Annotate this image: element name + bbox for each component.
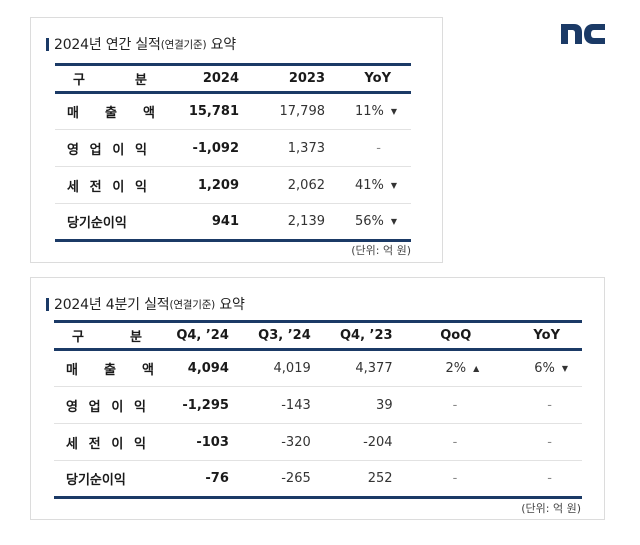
title-sub: (연결기준) [169, 298, 216, 311]
value-2023: 17,798 [279, 104, 326, 119]
header-q4-23: Q4, ’23 [316, 320, 399, 351]
down-arrow-icon: ▼ [390, 180, 397, 190]
value-yoy: - [376, 140, 381, 156]
title-tail: 요약 [206, 37, 237, 53]
value-q4-24: -1,295 [182, 397, 229, 413]
value-q4-23: 4,377 [355, 361, 393, 376]
value-2024: -1,092 [192, 140, 239, 156]
header-2023: 2023 [245, 63, 331, 94]
value-q4-24: -76 [205, 471, 229, 486]
value-yoy: - [547, 471, 552, 486]
annual-panel-title: 2024년 연간 실적 (연결기준) 요약 [46, 34, 236, 54]
title-bar-marker [46, 37, 49, 51]
title-main: 2024년 연간 실적 [54, 37, 161, 53]
value-yoy: 11% ▼ [354, 104, 397, 119]
header-yoy: YoY [331, 63, 411, 94]
row-label: 당기순이익 [66, 473, 126, 488]
nc-logo [561, 22, 605, 44]
header-q3-24: Q3, ’24 [234, 320, 317, 351]
unit-note: (단위: 억 원) [521, 502, 581, 515]
value-2023: 1,373 [287, 140, 325, 156]
header-2024: 2024 [165, 63, 245, 94]
value-yoy: 41% ▼ [354, 177, 397, 193]
value-qoq: 2% ▲ [445, 361, 480, 376]
down-arrow-icon: ▼ [390, 107, 397, 116]
value-q4-23: 252 [367, 471, 393, 486]
value-q3-24: -320 [281, 434, 311, 450]
header-yoy: YoY [493, 320, 582, 351]
title-main: 2024년 4분기 실적 [54, 297, 170, 313]
header-q4-24: Q4, ’24 [160, 320, 235, 351]
down-arrow-icon: ▼ [561, 364, 568, 373]
unit-note: (단위: 억 원) [351, 244, 411, 257]
value-2024: 941 [211, 214, 239, 229]
up-arrow-icon: ▲ [473, 364, 480, 373]
value-2023: 2,062 [287, 177, 325, 193]
value-qoq: - [452, 471, 458, 486]
value-yoy: 6% ▼ [534, 361, 568, 376]
value-yoy: - [547, 397, 552, 413]
value-2023: 2,139 [287, 214, 325, 229]
value-q4-23: -204 [363, 434, 393, 450]
table-row-net-income: 당기순이익 -76 -265 252 - - [54, 461, 582, 498]
value-q4-24: 4,094 [187, 361, 229, 376]
value-yoy: 56% ▼ [354, 214, 397, 229]
value-2024: 15,781 [188, 104, 239, 119]
value-yoy: - [547, 434, 552, 450]
value-qoq: - [452, 434, 458, 450]
value-q3-24: 4,019 [273, 361, 311, 376]
title-bar-marker [46, 297, 49, 311]
value-q3-24: -143 [281, 397, 311, 413]
table-row-net-income: 당기순이익 941 2,139 56% ▼ [55, 204, 411, 241]
value-q4-23: 39 [376, 397, 393, 413]
value-q3-24: -265 [281, 471, 311, 486]
row-label: 당기순이익 [67, 216, 127, 231]
title-sub: (연결기준) [160, 38, 207, 51]
value-q4-24: -103 [196, 434, 229, 450]
down-arrow-icon: ▼ [390, 217, 397, 226]
value-2024: 1,209 [197, 177, 239, 193]
header-qoq: QoQ [398, 320, 494, 351]
value-qoq: - [452, 397, 458, 413]
nc-logo-icon [561, 24, 605, 44]
quarterly-panel-title: 2024년 4분기 실적 (연결기준) 요약 [46, 294, 245, 314]
title-tail: 요약 [215, 297, 245, 313]
